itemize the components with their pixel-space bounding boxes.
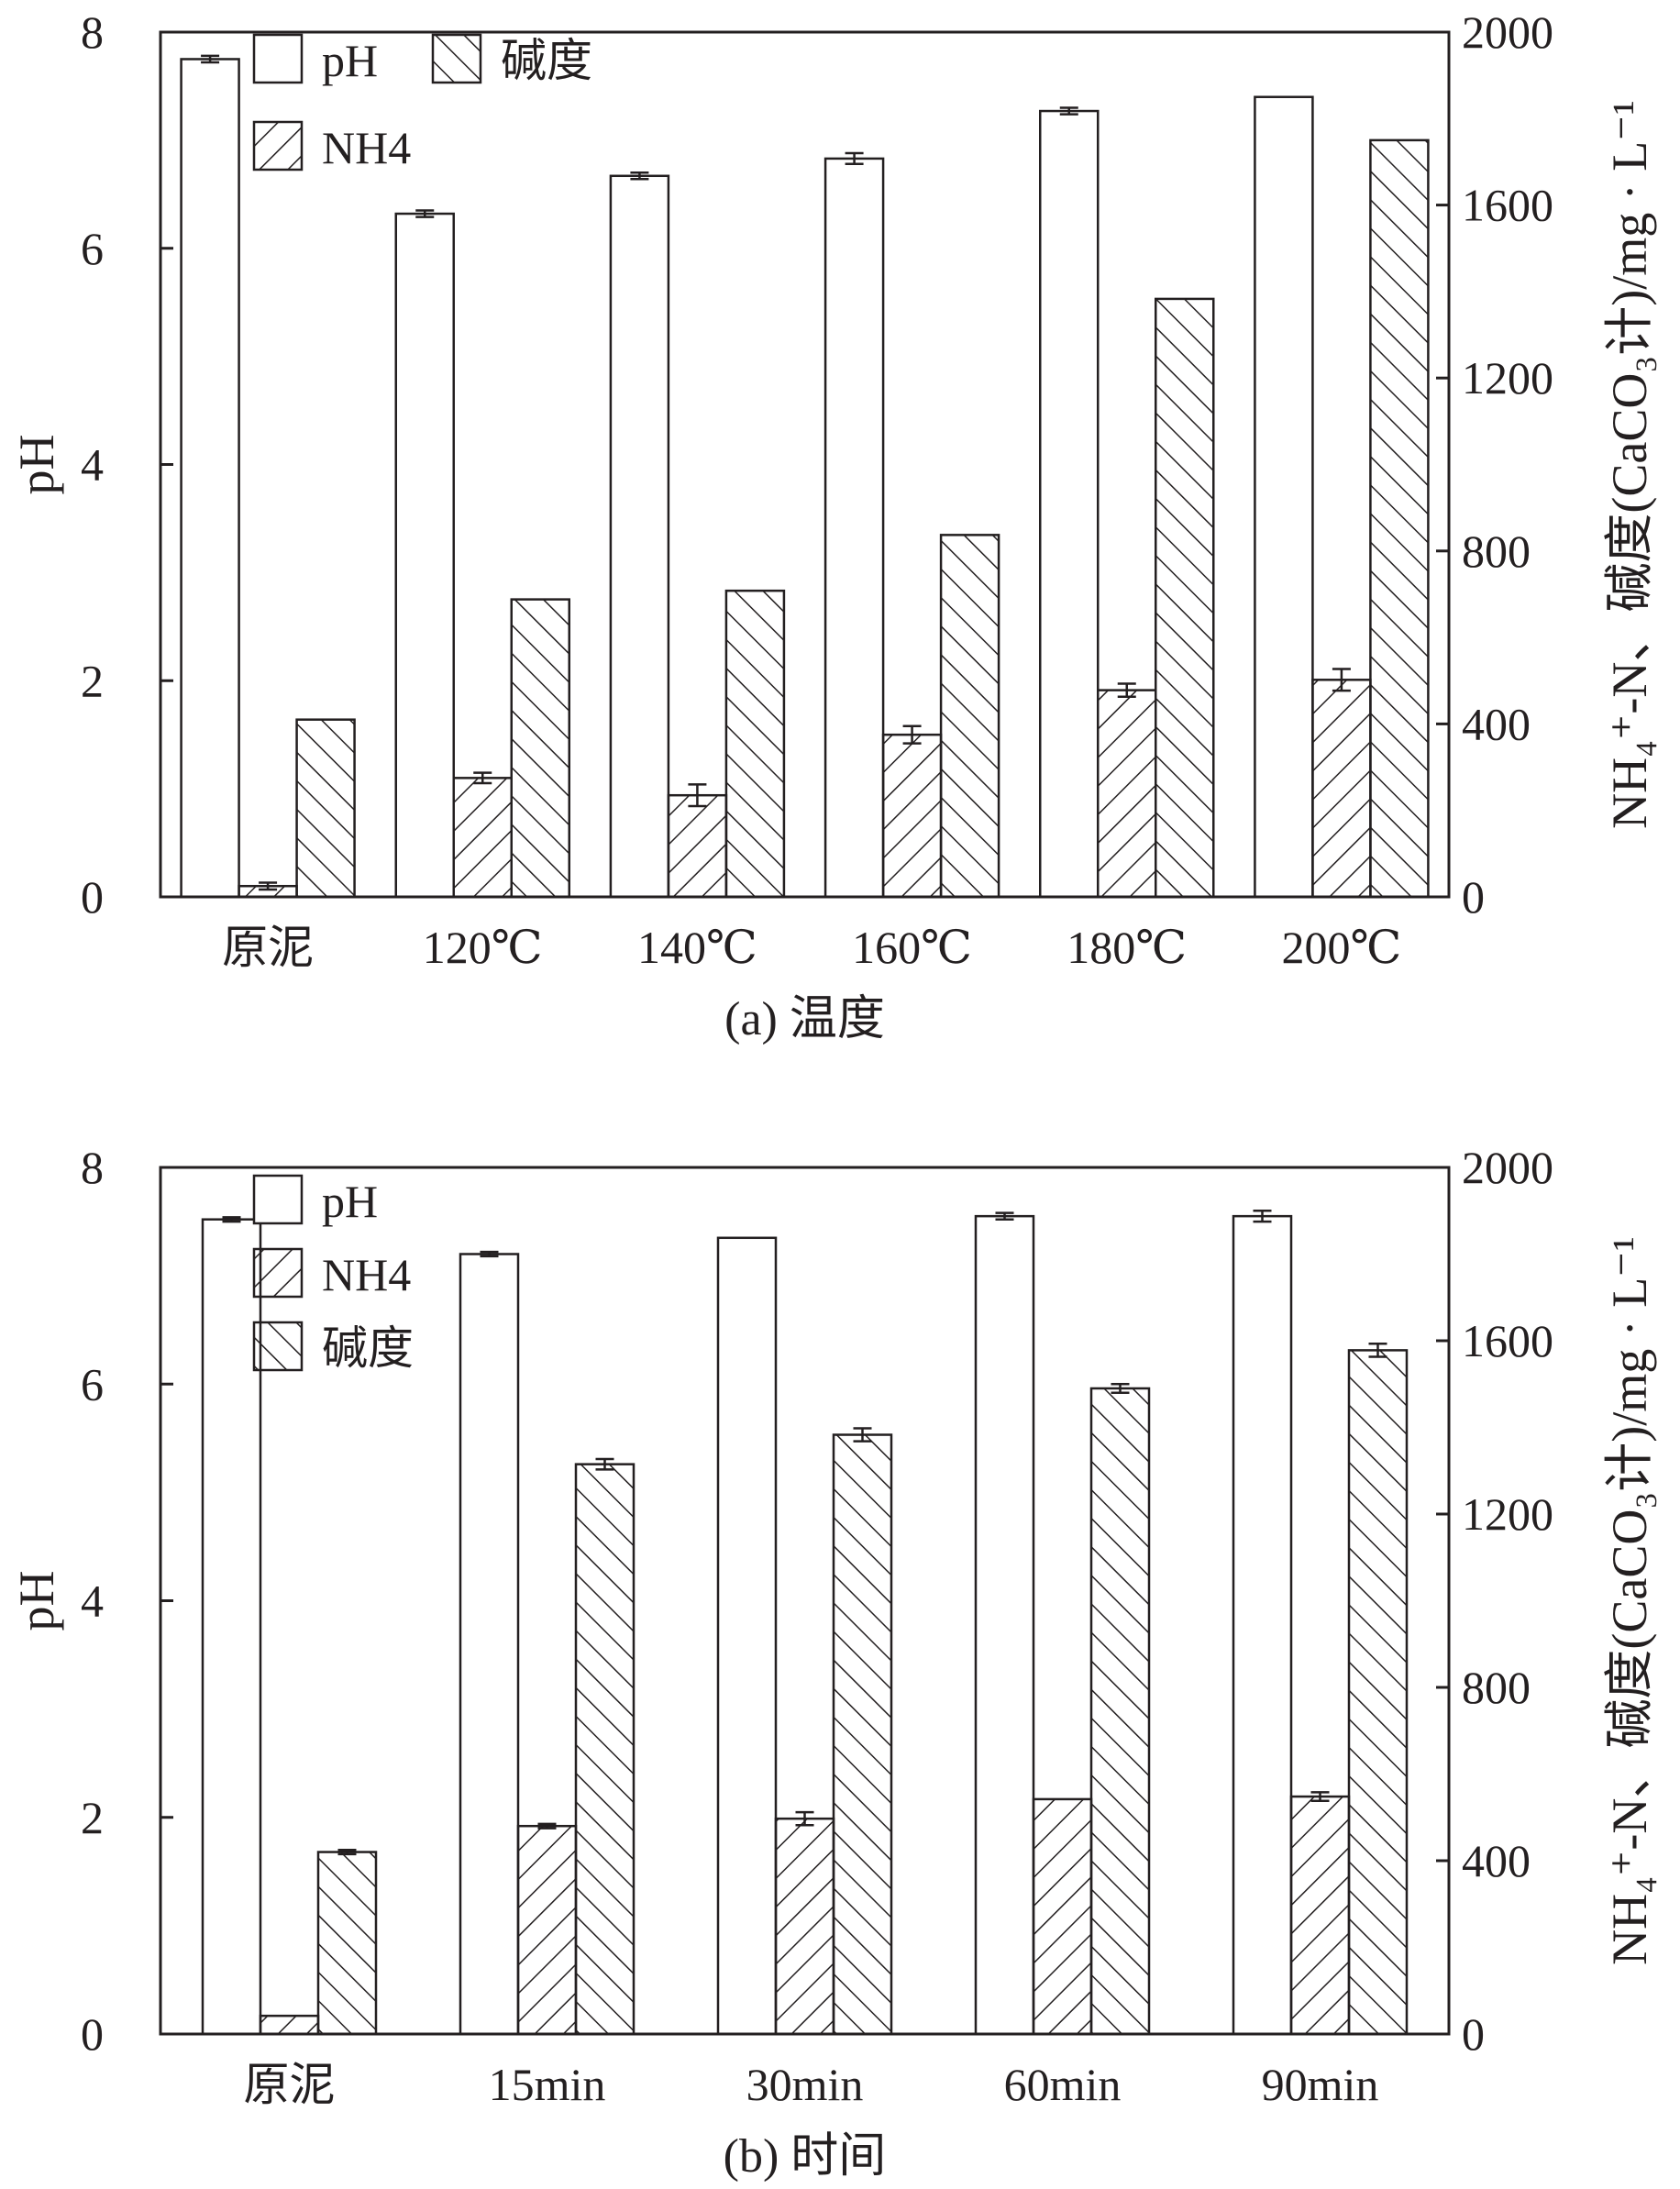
right-tick-label: 1200 (1462, 1488, 1553, 1540)
left-tick-label: 0 (81, 2008, 104, 2060)
bar---1 (510, 598, 570, 899)
left-tick-label: 4 (81, 439, 104, 491)
bar-nh4-3 (1032, 1797, 1093, 2036)
x-category-label: 15min (489, 2059, 606, 2110)
x-category-label: 160℃ (852, 922, 972, 973)
legend-swatch-- (431, 33, 482, 84)
bar-ph-2 (609, 174, 670, 899)
right-tick-label: 1200 (1462, 352, 1553, 404)
bar-nh4-3 (881, 733, 943, 899)
x-category-label: 60min (1004, 2059, 1122, 2110)
x-category-label: 30min (746, 2059, 864, 2110)
right-tick-label: 400 (1462, 698, 1531, 749)
right-tick-label: 2000 (1462, 1142, 1553, 1193)
bar-ph-0 (180, 58, 240, 899)
bar---0 (295, 718, 356, 899)
bar-ph-0 (201, 1218, 262, 2036)
bar-nh4-2 (667, 793, 728, 899)
bar---2 (724, 589, 786, 899)
chart-panel-temperature: 0 2 4 6 8 0 400 800 1200 1600 2000 原泥 120℃ 140℃ 160℃ 18… (9, 6, 1657, 1045)
x-category-label: 原泥 (244, 2059, 336, 2110)
legend-label: pH (322, 1176, 378, 1227)
bar-nh4-0 (259, 2014, 320, 2036)
x-category-label: 140℃ (637, 922, 757, 973)
bar---5 (1369, 138, 1430, 899)
legend-label: NH4 (322, 1249, 411, 1300)
bar-ph-3 (823, 157, 885, 899)
legend-swatch-ph (252, 1174, 304, 1225)
y-axis-label-right: NH₄⁺-N、碱度(CaCO₃计)/mg · L⁻¹ (1602, 100, 1657, 829)
y-axis-label-left: pH (9, 1571, 64, 1631)
bar-ph-1 (459, 1253, 520, 2036)
y-axis-label-right: NH₄⁺-N、碱度(CaCO₃计)/mg · L⁻¹ (1602, 1236, 1657, 1965)
legend-label: 碱度 (501, 35, 592, 86)
x-category-label: 90min (1262, 2059, 1379, 2110)
right-tick-label: 800 (1462, 525, 1531, 577)
right-tick-label: 0 (1462, 2008, 1485, 2060)
left-tick-label: 6 (81, 1358, 104, 1410)
y-axis-label-left: pH (9, 435, 64, 495)
right-tick-label: 2000 (1462, 6, 1553, 58)
legend-label: NH4 (322, 122, 411, 173)
chart-panel-time: 0 2 4 6 8 0 400 800 1200 1600 2000 原泥 15min 30min 60mi… (9, 1142, 1657, 2183)
legend-swatch-- (252, 1321, 304, 1372)
bar---0 (316, 1851, 378, 2036)
left-tick-label: 4 (81, 1575, 104, 1627)
right-tick-label: 0 (1462, 871, 1485, 923)
right-tick-label: 1600 (1462, 1315, 1553, 1366)
bar---1 (574, 1463, 636, 2036)
bar-nh4-5 (1311, 679, 1372, 899)
left-tick-label: 8 (81, 1142, 104, 1193)
bar-nh4-1 (452, 777, 513, 899)
bar---3 (1089, 1387, 1151, 2036)
bar---4 (1155, 297, 1215, 899)
left-tick-label: 2 (81, 655, 104, 706)
bar---2 (832, 1433, 893, 2036)
legend-swatch-nh4 (252, 1247, 304, 1299)
x-category-label: 200℃ (1281, 922, 1401, 973)
left-tick-label: 2 (81, 1792, 104, 1843)
right-tick-label: 400 (1462, 1835, 1531, 1886)
legend-swatch-nh4 (252, 120, 304, 171)
bar-nh4-2 (774, 1817, 835, 2036)
left-tick-label: 8 (81, 6, 104, 58)
bar---4 (1347, 1349, 1409, 2036)
x-category-label: 120℃ (423, 922, 543, 973)
bar-nh4-4 (1289, 1795, 1351, 2036)
bar-ph-2 (716, 1236, 778, 2036)
bar-ph-4 (1232, 1214, 1293, 2036)
bar-nh4-1 (516, 1824, 578, 2036)
right-tick-label: 1600 (1462, 180, 1553, 231)
legend-label: 碱度 (322, 1322, 414, 1374)
x-category-label: 原泥 (222, 922, 314, 973)
legend-swatch-ph (252, 33, 304, 84)
bar-nh4-4 (1097, 689, 1157, 899)
bar-ph-4 (1039, 109, 1100, 899)
bar-ph-3 (974, 1214, 1035, 2036)
panel-caption: (b) 时间 (724, 2130, 887, 2183)
bar-ph-1 (394, 212, 455, 899)
legend-label: pH (322, 35, 378, 86)
bar---3 (939, 534, 1000, 899)
x-category-label: 180℃ (1067, 922, 1187, 973)
left-tick-label: 6 (81, 223, 104, 274)
left-tick-label: 0 (81, 871, 104, 923)
right-tick-label: 800 (1462, 1662, 1531, 1713)
panel-caption: (a) 温度 (724, 993, 885, 1045)
bar-ph-5 (1254, 95, 1314, 899)
